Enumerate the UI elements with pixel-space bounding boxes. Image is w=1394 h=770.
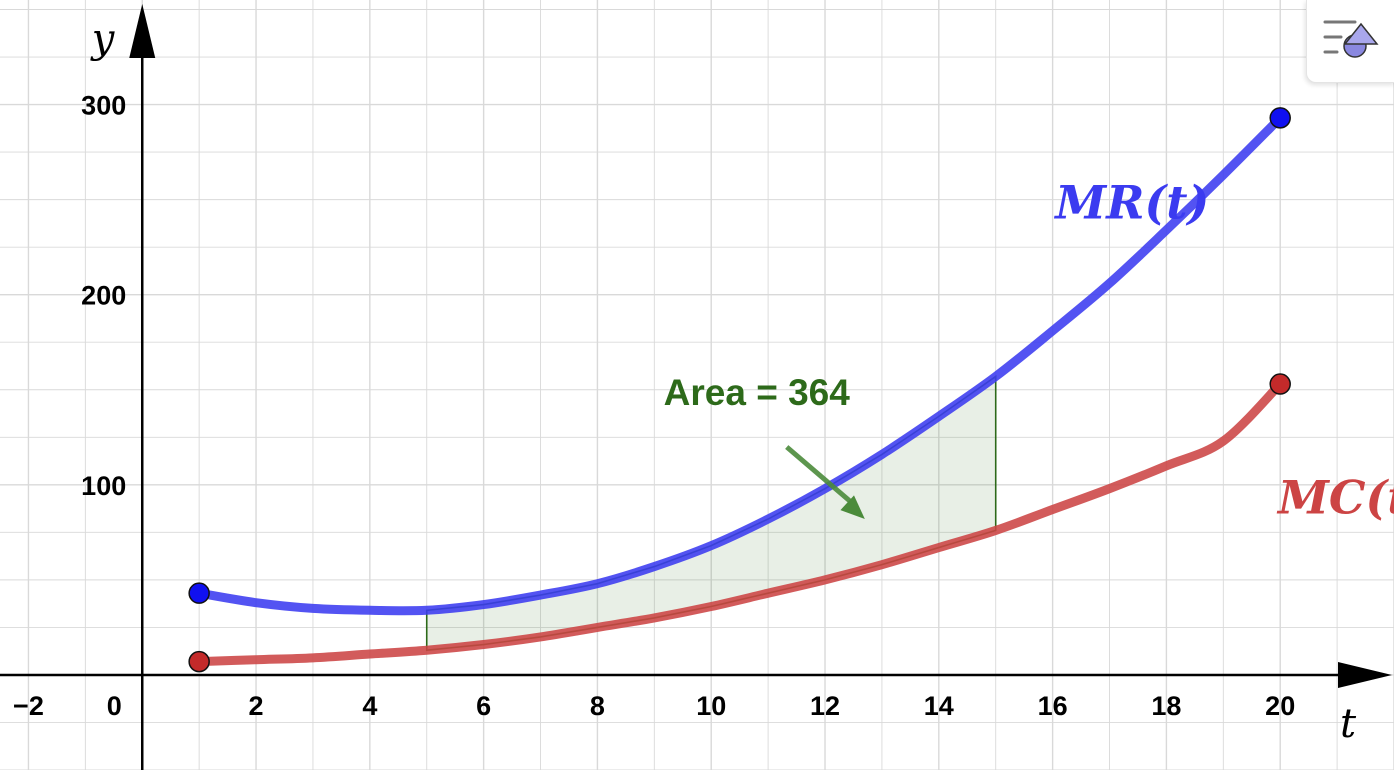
x-tick-label: 16 (1038, 691, 1068, 721)
style-bar-button[interactable] (1306, 0, 1394, 83)
x-axis-label: t (1340, 701, 1357, 747)
x-axis-arrow (1338, 661, 1392, 688)
y-axis-arrow (129, 4, 156, 58)
endpoint-mct-end[interactable] (1269, 373, 1291, 395)
y-tick-label: 300 (81, 91, 126, 121)
x-tick-label: 14 (924, 691, 954, 721)
x-tick-label: 2 (249, 691, 264, 721)
tick-labels: −2 0 2 4 6 8 10 12 14 16 18 20 100 200 300 t y (13, 16, 1357, 747)
x-tick-label: 10 (696, 691, 726, 721)
y-tick-label: 200 (81, 281, 126, 311)
axes (0, 4, 1392, 770)
series-line-mrt[interactable] (194, 113, 1285, 616)
series-line-mct[interactable] (194, 379, 1285, 667)
y-axis-label: y (90, 16, 116, 62)
x-tick-label: −2 (13, 691, 44, 721)
area-arrow-shaft (785, 445, 859, 509)
series-layer (188, 107, 1291, 673)
endpoint-mrt-start[interactable] (188, 582, 210, 604)
y-tick-label: 100 (81, 471, 126, 501)
style-bar-icon (1323, 20, 1379, 58)
x-tick-label: 20 (1265, 691, 1295, 721)
x-tick-label: 4 (362, 691, 377, 721)
area-label: Area = 364 (664, 372, 851, 413)
x-tick-label: 0 (107, 691, 122, 721)
area-arrow-head (840, 495, 865, 520)
curve-label-mct: MC(t) (1276, 470, 1394, 524)
endpoint-mct-start[interactable] (188, 650, 210, 673)
x-tick-label: 12 (810, 691, 840, 721)
curve-label-mrt: MR(t) (1053, 176, 1209, 230)
x-tick-label: 8 (590, 691, 605, 721)
x-tick-label: 6 (476, 691, 491, 721)
x-tick-label: 18 (1151, 691, 1181, 721)
annotations: Area = 364 MR(t) MC(t) (664, 176, 1394, 525)
endpoint-mrt-end[interactable] (1269, 107, 1291, 129)
